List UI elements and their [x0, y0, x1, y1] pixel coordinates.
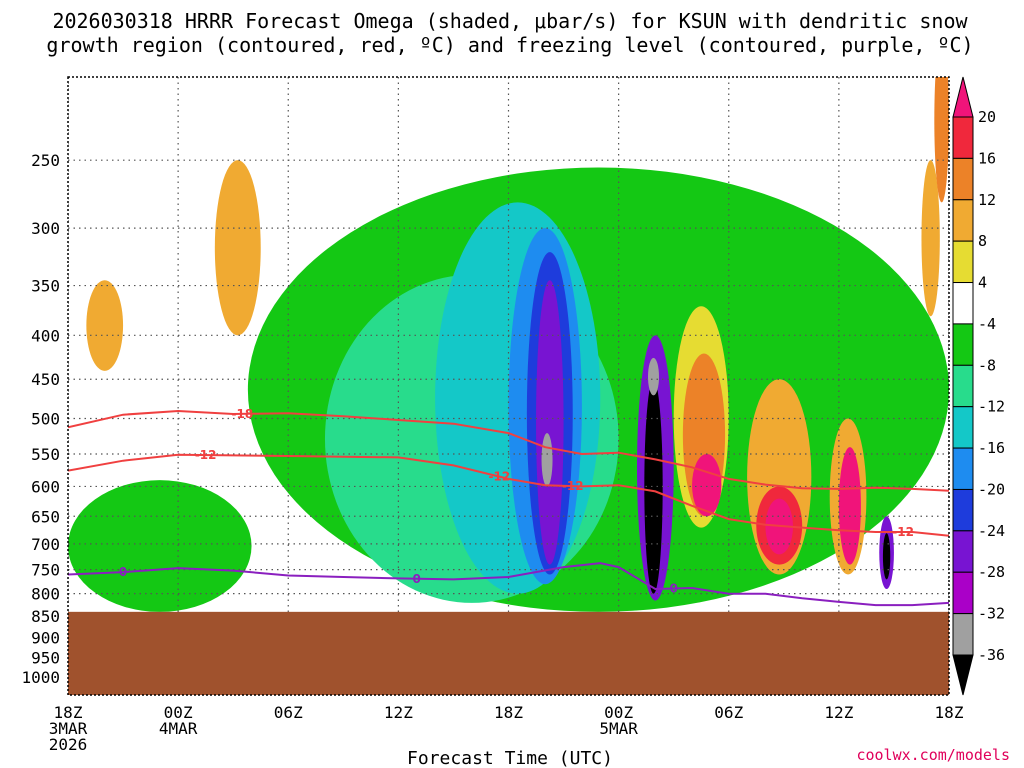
contour-label-freezing-level-0: 0 [119, 565, 127, 579]
y-tick-label-650: 650 [31, 507, 60, 526]
x-tick-label-36-line-0: 06Z [714, 703, 743, 722]
contour-label-freezing-level-0: 0 [413, 572, 421, 586]
colorbar-label-16: 16 [978, 149, 996, 167]
y-tick-label-450: 450 [31, 370, 60, 389]
y-tick-label-850: 850 [31, 607, 60, 626]
colorbar-label--32: -32 [978, 605, 1005, 623]
x-tick-label-18-line-0: 12Z [384, 703, 413, 722]
y-tick-label-950: 950 [31, 649, 60, 668]
y-tick-label-700: 700 [31, 535, 60, 554]
colorbar-label--4: -4 [978, 315, 996, 333]
y-tick-label-550: 550 [31, 445, 60, 464]
contour-label-dgz-minus-12: -12 [562, 479, 584, 493]
contour-dgz-minus-12 [68, 453, 949, 537]
colorbar-label--36: -36 [978, 646, 1005, 664]
omega-region--36-9 [644, 379, 663, 594]
contour-dgz-minus-18 [68, 409, 949, 492]
omega-region--32-7 [541, 433, 553, 487]
colorbar-label-12: 12 [978, 191, 996, 209]
plot-frame [67, 76, 950, 696]
omega-region--36-20 [882, 533, 891, 580]
y-axis-ticks: 250 300 350 400 450 500 550 600 650 700 750 800 850 9… [21, 151, 60, 687]
contour-label-freezing-level-0: 0 [670, 581, 678, 595]
omega-region-8-23 [921, 160, 940, 317]
colorbar-segment-7 [952, 364, 974, 408]
colorbar-label--16: -16 [978, 439, 1005, 457]
omega-region--28-6 [536, 280, 564, 565]
colorbar-segment-10 [952, 488, 974, 532]
x-tick-label-6-line-0: 00Z [164, 703, 193, 722]
y-tick-label-250: 250 [31, 151, 60, 170]
colorbar-label--20: -20 [978, 480, 1005, 498]
x-axis-label: Forecast Time (UTC) [407, 748, 613, 768]
colorbar-segment-11 [952, 530, 974, 573]
x-tick-label-30-line-1: 5MAR [599, 719, 638, 738]
colorbar-segment-4 [952, 240, 974, 284]
contour-label-dgz-minus-12: -12 [195, 448, 217, 462]
chart-title-line-2: growth region (contoured, red, ºC) and f… [46, 33, 973, 57]
x-tick-label-0-line-0: 18Z [54, 703, 83, 722]
colorbar-label--12: -12 [978, 398, 1005, 416]
omega-region--32-10 [647, 357, 660, 396]
omega-shading [68, 77, 949, 612]
y-tick-label-1000: 1000 [21, 668, 60, 687]
y-tick-label-350: 350 [31, 277, 60, 296]
x-tick-label-6-line-1: 4MAR [159, 719, 198, 738]
colorbar-top-arrow [952, 76, 974, 118]
chart-title-line-1: 2026030318 HRRR Forecast Omega (shaded, … [52, 9, 968, 33]
x-tick-label-30-line-0: 00Z [604, 703, 633, 722]
contour-label-dgz-minus-12: -12 [892, 525, 914, 539]
contour-label-dgz-minus-18: -18 [232, 407, 254, 421]
colorbar-bottom-arrow [952, 654, 974, 696]
y-tick-label-900: 900 [31, 629, 60, 648]
colorbar-segment-3 [952, 199, 974, 242]
contour-label-dgz-minus-12: -12 [488, 470, 510, 484]
omega-region-8-22 [214, 160, 261, 336]
x-tick-label-12-line-0: 06Z [274, 703, 303, 722]
y-tick-label-750: 750 [31, 561, 60, 580]
colorbar-segment-9 [952, 447, 974, 490]
colorbar-label--28: -28 [978, 563, 1005, 581]
omega-region-8-21 [86, 280, 124, 371]
x-tick-label-42-line-0: 12Z [824, 703, 853, 722]
colorbar-label-8: 8 [978, 232, 987, 250]
omega-region--8-1 [68, 480, 252, 612]
colorbar-label--24: -24 [978, 522, 1005, 540]
colorbar-segment-1 [952, 116, 974, 159]
x-tick-label-24-line-0: 18Z [494, 703, 523, 722]
contour-lines: -18 -12 -12 -12 -12 0 0 0 [68, 407, 949, 607]
colorbar-label--8: -8 [978, 356, 996, 374]
credit-text: coolwx.com/models [856, 746, 1010, 764]
y-tick-label-400: 400 [31, 326, 60, 345]
omega-region-12-24 [934, 77, 949, 203]
colorbar-segment-6 [952, 323, 974, 366]
colorbar-segment-8 [952, 406, 974, 449]
colorbar-segment-13 [952, 613, 974, 656]
x-tick-label-0-line-1: 3MAR [49, 719, 88, 738]
ground-below-surface [68, 611, 949, 695]
contour-freezing-level-0 [68, 562, 949, 607]
colorbar-segment-12 [952, 571, 974, 615]
x-tick-label-0-line-2: 2026 [49, 735, 88, 754]
x-tick-label-48-line-0: 18Z [935, 703, 964, 722]
omega-region-20-18 [838, 447, 861, 565]
colorbar-label-20: 20 [978, 108, 996, 126]
y-tick-label-300: 300 [31, 219, 60, 238]
plot-area: -18 -12 -12 -12 -12 0 0 0 [68, 77, 949, 695]
colorbar: 20 16 12 8 4 -4 -8 -12 -16 -20 -24 -28 -32 -36 [952, 76, 1005, 696]
y-tick-label-800: 800 [31, 585, 60, 604]
y-tick-label-500: 500 [31, 409, 60, 428]
y-tick-label-600: 600 [31, 477, 60, 496]
colorbar-label-4: 4 [978, 274, 987, 292]
colorbar-segment-5 [952, 282, 974, 325]
colorbar-segment-2 [952, 157, 974, 201]
